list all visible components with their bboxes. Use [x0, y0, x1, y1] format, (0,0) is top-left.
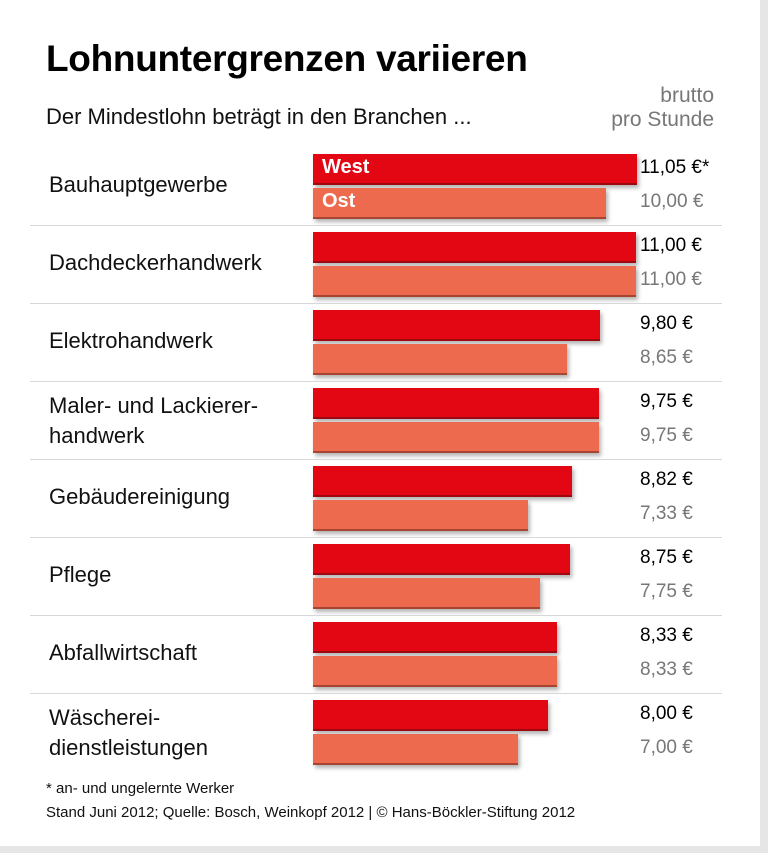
unit-label: brutto pro Stunde — [611, 84, 714, 132]
value-label-west: 9,80 € — [640, 313, 693, 334]
bar-ost — [313, 422, 599, 453]
value-label-ost: 8,65 € — [640, 347, 693, 368]
footnote: * an- und ungelernte Werker — [46, 780, 235, 797]
bar-west — [313, 466, 572, 497]
value-label-ost: 8,33 € — [640, 659, 693, 680]
bar-west: West — [313, 154, 637, 185]
category-label: Dachdeckerhandwerk — [49, 250, 262, 275]
chart-subtitle: Der Mindestlohn beträgt in den Branchen … — [46, 104, 472, 129]
value-label-ost: 7,75 € — [640, 581, 693, 602]
category-label: Wäscherei- dienstleistungen — [49, 705, 209, 760]
bar-west — [313, 622, 558, 653]
legend-label-west: West — [322, 156, 370, 178]
chart-title: Lohnuntergrenzen variieren — [46, 38, 528, 79]
value-label-ost: 10,00 € — [640, 191, 704, 212]
row-divider — [30, 459, 722, 460]
bar-ost — [313, 656, 558, 687]
bar-west — [313, 232, 636, 263]
category-label: Maler- und Lackierer- handwerk — [49, 393, 259, 448]
bar-ost: Ost — [313, 188, 607, 219]
value-label-west: 8,82 € — [640, 469, 693, 490]
bar-ost — [313, 266, 636, 297]
category-label: Pflege — [49, 562, 112, 587]
value-label-west: 8,33 € — [640, 625, 693, 646]
bar-west — [313, 388, 599, 419]
bar-ost — [313, 734, 519, 765]
value-label-west: 11,05 €* — [640, 157, 710, 178]
category-label: Elektrohandwerk — [49, 328, 213, 353]
legend-label-ost: Ost — [322, 190, 356, 212]
category-label: Bauhauptgewerbe — [49, 172, 228, 197]
row-divider — [30, 381, 722, 382]
bar-west — [313, 544, 570, 575]
value-label-west: 9,75 € — [640, 391, 693, 412]
row-divider — [30, 225, 722, 226]
unit-label-line-2: pro Stunde — [611, 108, 714, 131]
value-label-ost: 11,00 € — [640, 269, 702, 290]
bar-west — [313, 310, 601, 341]
value-label-west: 8,00 € — [640, 703, 693, 724]
category-label: Abfallwirtschaft — [49, 640, 197, 665]
bar-ost — [313, 500, 528, 531]
unit-label-line-1: brutto — [660, 84, 714, 107]
value-label-ost: 9,75 € — [640, 425, 693, 446]
source-note: Stand Juni 2012; Quelle: Bosch, Weinkopf… — [46, 804, 576, 821]
value-label-ost: 7,00 € — [640, 737, 693, 758]
row-divider — [30, 615, 722, 616]
value-label-ost: 7,33 € — [640, 503, 693, 524]
bar-ost — [313, 344, 567, 375]
value-label-west: 8,75 € — [640, 547, 693, 568]
bar-west — [313, 700, 548, 731]
value-label-west: 11,00 € — [640, 235, 702, 256]
bar-ost — [313, 578, 541, 609]
row-divider — [30, 303, 722, 304]
category-label: Gebäudereinigung — [49, 484, 231, 509]
row-divider — [30, 537, 722, 538]
row-divider — [30, 693, 722, 694]
